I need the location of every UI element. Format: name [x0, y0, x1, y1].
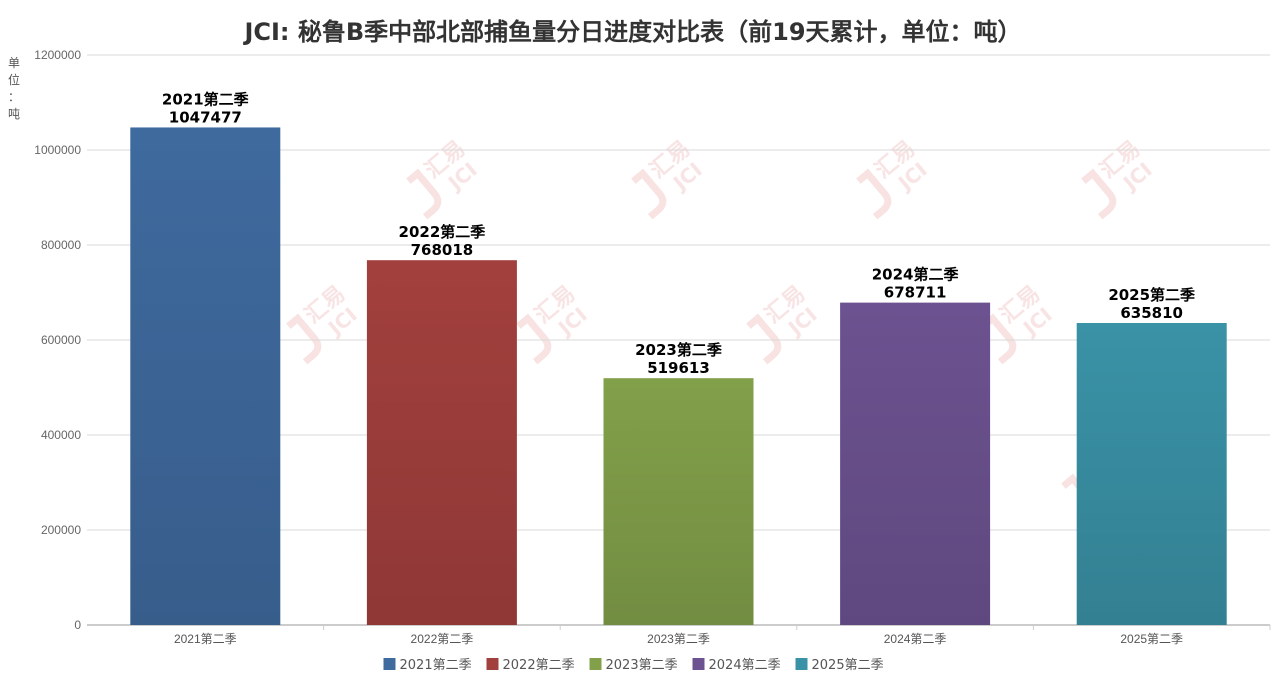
legend-label: 2022第二季 — [503, 658, 575, 673]
data-label-category: 2023第二季 — [635, 341, 722, 359]
y-tick-label: 1200000 — [34, 48, 81, 62]
legend: 2021第二季 2022第二季 2023第二季 2024第二季 2025第二季 — [383, 658, 884, 673]
x-tick-label: 2021第二季 — [174, 632, 237, 646]
x-tick-label: 2024第二季 — [884, 632, 947, 646]
y-tick-label: 800000 — [41, 238, 81, 252]
data-label-value: 678711 — [884, 284, 947, 302]
data-label-category: 2021第二季 — [162, 90, 249, 108]
watermark-logo-icon — [631, 168, 667, 220]
y-unit-char: 吨 — [8, 107, 20, 121]
legend-swatch — [589, 658, 602, 670]
y-axis-unit-label: 单位 ： 吨 — [8, 56, 20, 121]
legend-swatch — [383, 658, 396, 670]
legend-label: 2024第二季 — [709, 658, 781, 673]
watermark-logo-icon — [286, 313, 322, 365]
legend-item: 2022第二季 — [486, 658, 575, 673]
data-label-value: 635810 — [1120, 304, 1183, 322]
legend-label: 2023第二季 — [606, 658, 678, 673]
watermark-logo-icon — [1081, 168, 1117, 220]
y-tick-label: 0 — [74, 618, 81, 632]
x-tick-label: 2022第二季 — [411, 632, 474, 646]
bar — [840, 302, 991, 625]
y-unit-char: 位 — [8, 72, 20, 87]
chart-title: JCI: 秘鲁B季中部北部捕鱼量分日进度对比表（前19天累计，单位：吨） — [242, 18, 1021, 46]
legend-swatch — [692, 658, 705, 670]
watermark-logo-icon — [856, 168, 892, 220]
y-unit-char: ： — [8, 90, 20, 104]
bar — [1076, 322, 1227, 625]
watermark-logo-icon — [406, 168, 442, 220]
x-axis: 2021第二季 2022第二季 2023第二季 2024第二季 2025第二季 — [174, 625, 1271, 646]
y-tick-label: 1000000 — [34, 143, 81, 157]
bar — [130, 127, 281, 625]
y-tick-label: 200000 — [41, 523, 81, 537]
bars — [130, 127, 1227, 625]
legend-item: 2023第二季 — [589, 658, 678, 673]
bar — [366, 260, 517, 625]
watermark-logo-icon — [746, 313, 782, 365]
y-axis: 0 200000 400000 600000 800000 1000000 1200000 — [34, 48, 81, 632]
y-tick-label: 400000 — [41, 428, 81, 442]
watermark-logo-icon — [516, 313, 552, 365]
bar — [603, 378, 754, 625]
data-label-value: 768018 — [411, 241, 474, 259]
legend-label: 2021第二季 — [400, 658, 472, 673]
legend-item: 2024第二季 — [692, 658, 781, 673]
y-unit-char: 单 — [8, 56, 20, 70]
data-label-category: 2024第二季 — [872, 266, 959, 284]
legend-item: 2021第二季 — [383, 658, 472, 673]
legend-item: 2025第二季 — [795, 658, 884, 673]
watermark-logo-icon — [981, 313, 1017, 365]
data-label-category: 2025第二季 — [1108, 286, 1195, 304]
data-label-value: 1047477 — [169, 108, 242, 126]
x-tick-label: 2025第二季 — [1120, 632, 1183, 646]
data-label-category: 2022第二季 — [399, 223, 486, 241]
legend-swatch — [795, 658, 808, 670]
legend-swatch — [486, 658, 499, 670]
legend-label: 2025第二季 — [812, 658, 884, 673]
data-label-value: 519613 — [647, 359, 710, 377]
y-tick-label: 600000 — [41, 333, 81, 347]
x-tick-label: 2023第二季 — [647, 632, 710, 646]
